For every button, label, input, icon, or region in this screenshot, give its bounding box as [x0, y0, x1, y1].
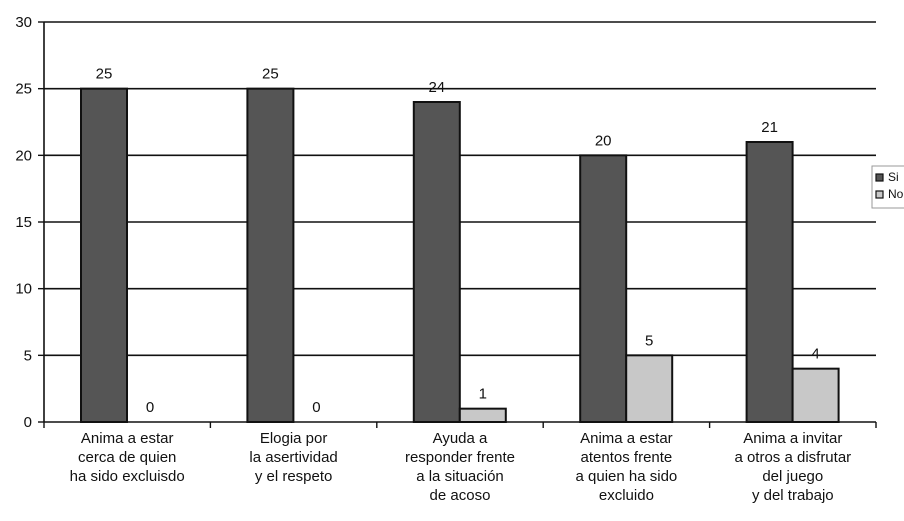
- data-label: 21: [761, 119, 778, 136]
- bar-no: [458, 407, 507, 423]
- x-category-label: y el respeto: [255, 468, 333, 485]
- bar-no: [791, 367, 840, 423]
- data-labels: 25 0 25 0 24 1 20 5 21 4: [96, 66, 820, 416]
- legend-swatch: [875, 173, 884, 182]
- bars: [80, 87, 840, 424]
- bar-si: [246, 87, 295, 424]
- data-label: 4: [811, 346, 819, 363]
- y-tick-label: 30: [15, 14, 32, 31]
- x-category-label: del juego: [762, 468, 823, 485]
- x-category-label: a otros a disfrutar: [734, 449, 851, 466]
- x-category-label: responder frente: [405, 449, 515, 466]
- legend-label: No: [888, 187, 904, 201]
- legend-box: [871, 165, 904, 209]
- x-category-label: atentos frente: [581, 449, 673, 466]
- y-tick-label: 10: [15, 281, 32, 298]
- y-tick-labels: 0 5 10 15 20 25 30: [15, 14, 32, 431]
- x-category-label: Anima a invitar: [743, 430, 842, 447]
- data-label: 1: [479, 386, 487, 403]
- x-category-label: Ayuda a: [433, 430, 488, 447]
- y-tick-label: 25: [15, 81, 32, 98]
- legend: Si No: [871, 165, 904, 209]
- x-category-label: cerca de quien: [78, 449, 176, 466]
- x-category-label: Elogia por: [260, 430, 328, 447]
- data-label: 5: [645, 332, 653, 349]
- x-category-label: de acoso: [430, 487, 491, 504]
- x-category-label: ha sido excluisdo: [70, 468, 185, 485]
- legend-swatch: [875, 190, 884, 199]
- bar-si: [80, 87, 128, 424]
- y-tick-label: 0: [24, 414, 32, 431]
- x-category-label: y del trabajo: [752, 487, 834, 504]
- y-tick-label: 5: [24, 347, 32, 364]
- legend-label: Si: [888, 170, 899, 184]
- x-category-label: la asertividad: [249, 449, 337, 466]
- data-label: 24: [428, 79, 445, 96]
- bar-si: [579, 154, 628, 423]
- x-category-label: excluido: [599, 487, 654, 504]
- x-category-label: Anima a estar: [580, 430, 673, 447]
- data-label: 25: [96, 66, 113, 83]
- y-tick-label: 20: [15, 147, 32, 164]
- data-label: 20: [595, 132, 612, 149]
- x-category-label: a quien ha sido: [576, 468, 678, 485]
- bar-si: [412, 101, 461, 423]
- data-label: 0: [312, 399, 320, 416]
- x-category-labels: Anima a estar cerca de quien ha sido exclu…: [70, 430, 852, 504]
- data-label: 0: [146, 399, 154, 416]
- y-tick-label: 15: [15, 214, 32, 231]
- bar-si: [745, 141, 794, 423]
- x-category-label: Anima a estar: [81, 430, 174, 447]
- bar-no: [625, 354, 674, 424]
- data-label: 25: [262, 66, 279, 83]
- x-category-label: a la situación: [416, 468, 504, 485]
